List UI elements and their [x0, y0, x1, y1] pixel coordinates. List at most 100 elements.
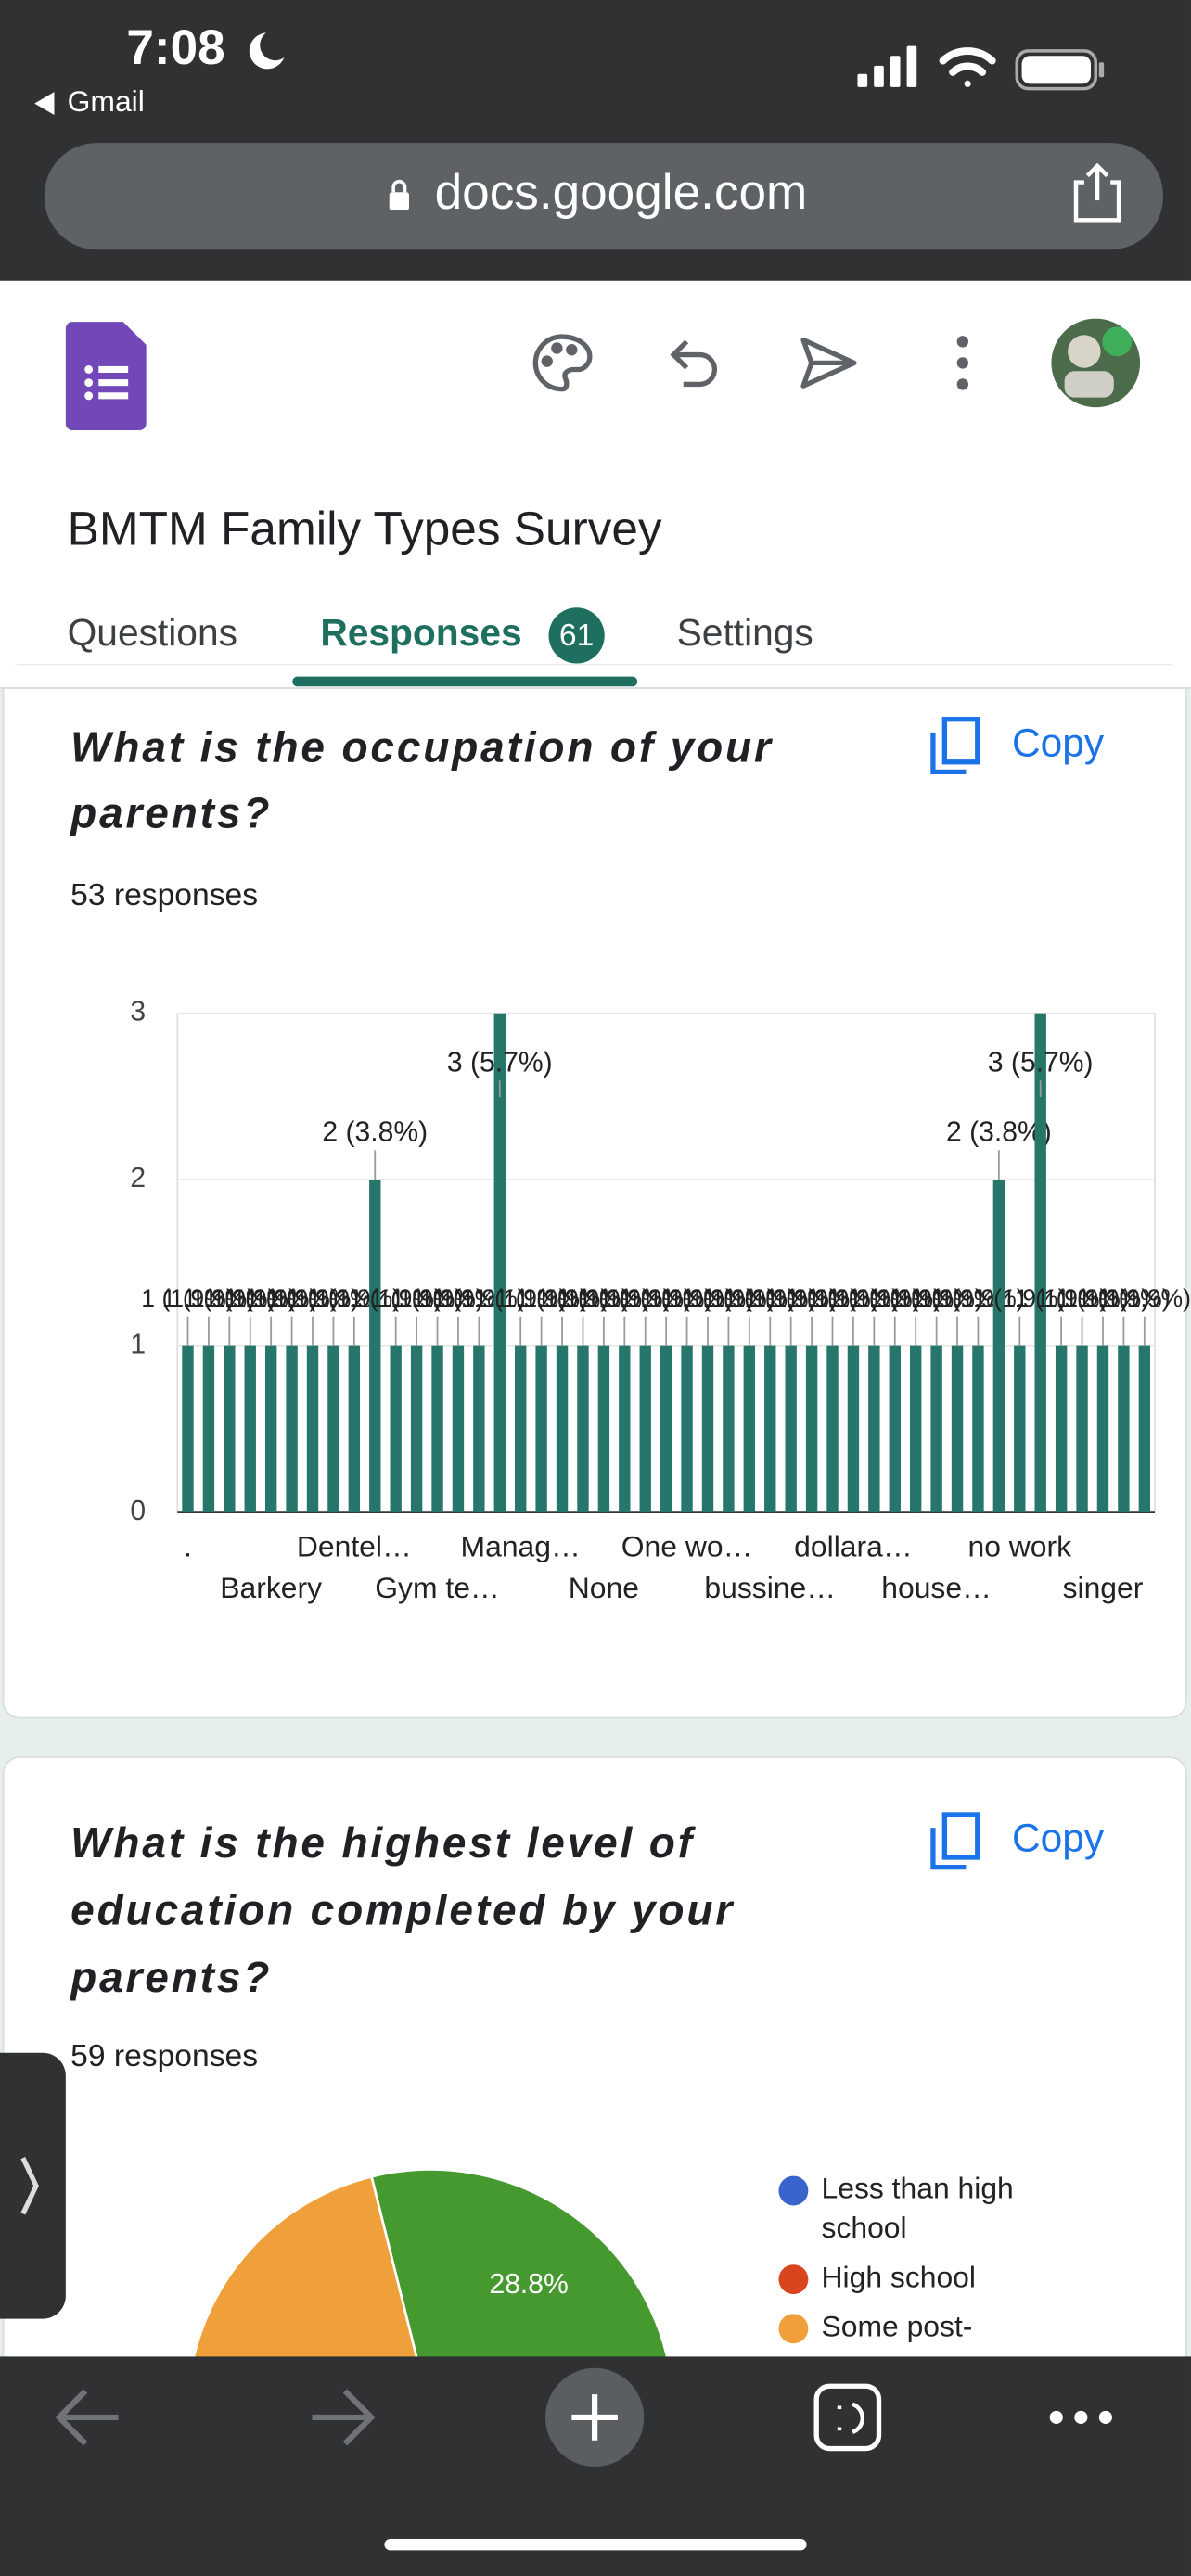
data-label: 1 (1.9%)	[536, 1284, 629, 1312]
response-count: 53 responses	[70, 878, 258, 912]
tabs-face	[837, 2402, 865, 2434]
form-title: BMTM Family Types Survey	[68, 502, 662, 555]
bar	[930, 1345, 942, 1513]
x-tick-label: None	[569, 1571, 639, 1604]
bar	[951, 1345, 964, 1513]
x-tick-label: bussine…	[704, 1571, 836, 1604]
data-label: 1 (1.9%)	[204, 1284, 297, 1312]
x-tick-label: singer	[1063, 1571, 1144, 1604]
back-button[interactable]	[55, 2389, 119, 2446]
copy-icon[interactable]	[930, 717, 980, 775]
tabs-button[interactable]	[813, 2383, 882, 2452]
url-bar[interactable]	[44, 143, 1163, 250]
data-label: 1 (1.9%)	[350, 1284, 442, 1312]
data-label: 1 (1.9%)	[266, 1284, 359, 1312]
x-tick-label: Gym te…	[375, 1571, 500, 1604]
data-label: 1 (1.9%)	[1077, 1284, 1170, 1312]
copy-button[interactable]: Copy	[1012, 721, 1105, 765]
badge-count: 61	[559, 618, 594, 653]
moon-icon	[249, 32, 285, 70]
bar	[639, 1345, 651, 1513]
question: parents?	[69, 1953, 272, 2001]
bar	[202, 1345, 215, 1513]
data-label: 1 (1.9%)	[931, 1284, 1024, 1312]
legend-label: Some post-	[822, 2310, 973, 2343]
data-label: 1 (1.9%)	[849, 1284, 941, 1312]
bar	[535, 1345, 547, 1513]
menu-button[interactable]	[1049, 2410, 1112, 2425]
bar	[577, 1345, 589, 1513]
side-tab[interactable]	[0, 2052, 66, 2319]
battery-icon	[1015, 49, 1105, 91]
bar	[286, 1345, 298, 1513]
bar	[1096, 1345, 1109, 1513]
bar	[992, 1180, 1005, 1513]
back-triangle[interactable]	[34, 92, 55, 115]
more-icon[interactable]	[956, 336, 969, 390]
data-label: 1 (1.9%)	[557, 1284, 650, 1312]
data-label: 1 (1.9%)	[391, 1284, 483, 1312]
x-tick-label: house…	[881, 1571, 992, 1604]
tab[interactable]: Questions	[68, 611, 237, 654]
bar	[785, 1345, 797, 1513]
x-tick-label: One wo…	[621, 1529, 753, 1562]
url[interactable]: docs.google.com	[435, 165, 808, 220]
bar	[473, 1345, 485, 1513]
bar	[1076, 1345, 1088, 1513]
data-label: 1 (1.9%)	[141, 1284, 234, 1312]
data-label: 1 (1.9%)	[308, 1284, 401, 1312]
bar	[701, 1345, 714, 1513]
data-label: 1 (1.9%)	[432, 1284, 525, 1312]
question: parents?	[69, 788, 272, 836]
bar	[868, 1345, 880, 1513]
data-label: 1 (1.9%)	[578, 1284, 671, 1312]
back-app[interactable]: Gmail	[68, 84, 145, 118]
side-chevron[interactable]	[20, 2156, 39, 2215]
data-label: 1 (1.9%)	[516, 1284, 608, 1312]
data-label: 1 (1.9%)	[224, 1284, 317, 1312]
bar	[909, 1345, 922, 1513]
y-tick-label: 0	[130, 1496, 146, 1526]
x-tick-label: .	[184, 1529, 192, 1562]
question: What is the highest level of	[70, 1818, 697, 1867]
pie-slice	[188, 2174, 432, 2415]
bar	[723, 1345, 735, 1513]
data-label: 1 (1.9%)	[287, 1284, 379, 1312]
data-label: 1 (1.9%)	[370, 1284, 463, 1312]
bar	[244, 1345, 256, 1513]
undo-icon[interactable]	[670, 339, 718, 388]
copy-icon[interactable]	[930, 1812, 980, 1870]
bar	[826, 1345, 839, 1513]
share-icon[interactable]	[1073, 162, 1121, 223]
tab-active[interactable]: Responses	[320, 611, 521, 654]
forms-logo[interactable]	[65, 322, 147, 431]
x-tick-label: Manag…	[461, 1529, 581, 1562]
forward-button[interactable]	[312, 2389, 376, 2446]
question: education completed by your	[70, 1885, 735, 1933]
data-label: 1 (1.9%)	[827, 1284, 920, 1312]
question: What is the occupation of your	[70, 723, 774, 772]
bar	[390, 1345, 402, 1513]
data-label: 1 (1.9%)	[807, 1284, 900, 1312]
bar	[1034, 1013, 1046, 1513]
bar	[660, 1345, 672, 1513]
lock-icon	[389, 179, 409, 210]
data-label: 1 (1.9%)	[599, 1284, 692, 1312]
legend-swatch	[778, 2264, 809, 2295]
data-label: 1 (1.9%)	[494, 1284, 587, 1312]
send-icon[interactable]	[800, 337, 857, 389]
palette-icon[interactable]	[532, 334, 593, 392]
avatar[interactable]	[1051, 318, 1141, 408]
tab[interactable]: Settings	[677, 611, 813, 654]
bar	[1055, 1345, 1068, 1513]
legend-swatch	[778, 2314, 809, 2344]
bar	[182, 1345, 194, 1513]
copy-button[interactable]: Copy	[1012, 1817, 1105, 1861]
bar	[847, 1345, 860, 1513]
bar	[972, 1345, 984, 1513]
home-indicator	[384, 2538, 807, 2551]
legend-label: Less than high school	[822, 2172, 1014, 2245]
data-label: 1 (1.9%)	[911, 1284, 1004, 1312]
bar	[1138, 1345, 1151, 1513]
